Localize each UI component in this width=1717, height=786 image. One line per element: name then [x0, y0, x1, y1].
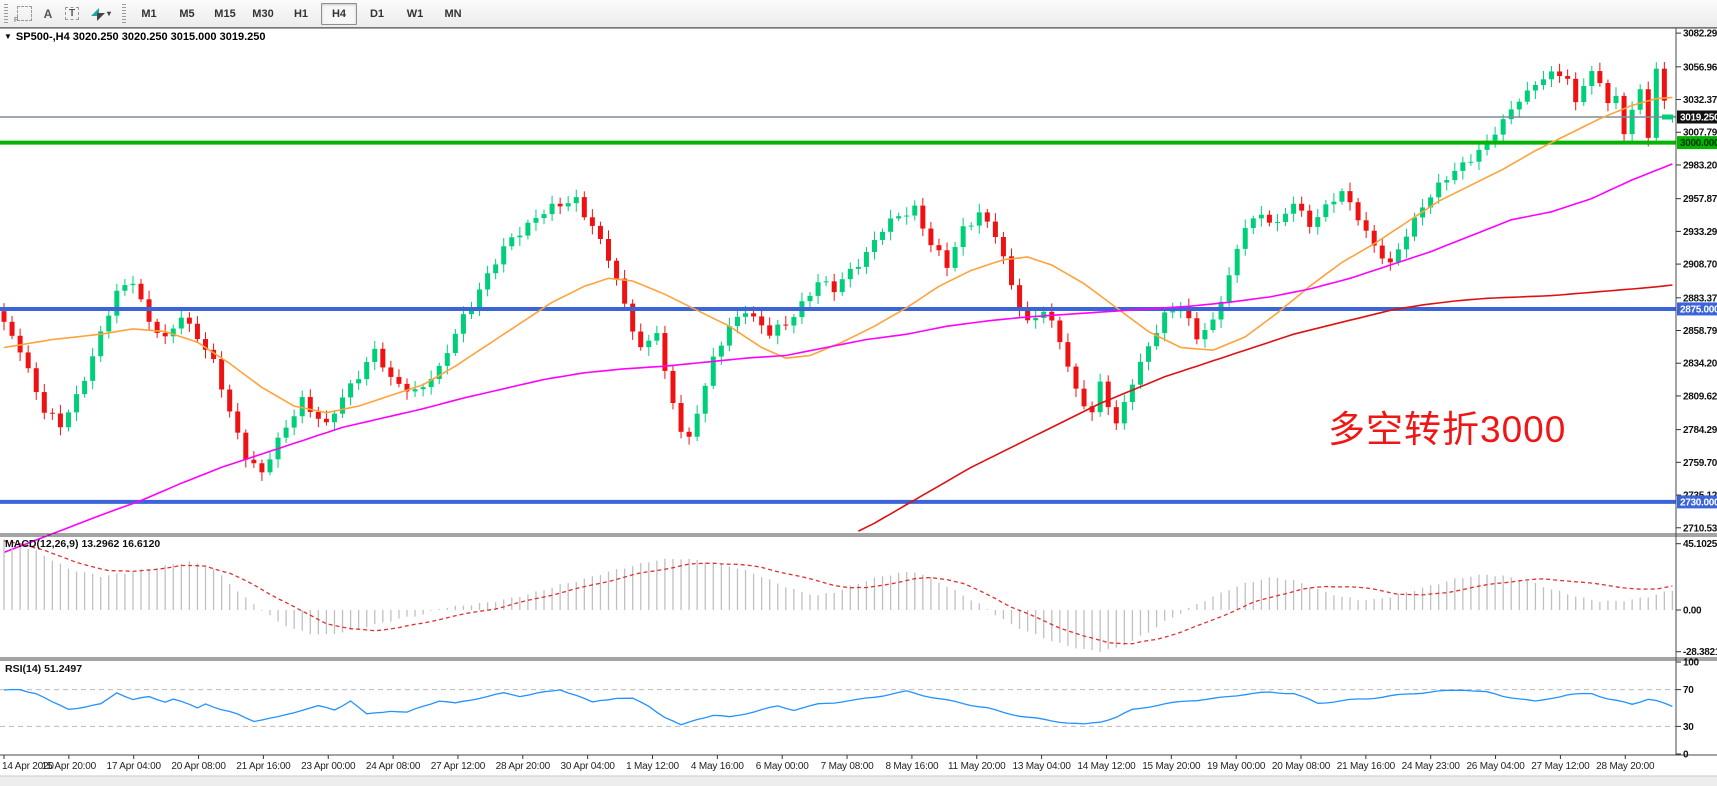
svg-text:14 May 12:00: 14 May 12:00	[1077, 761, 1136, 772]
macd-signal-line	[3, 540, 1673, 645]
svg-text:2933.290: 2933.290	[1683, 227, 1717, 238]
svg-text:15 May 20:00: 15 May 20:00	[1142, 761, 1201, 772]
svg-text:15 Apr 20:00: 15 Apr 20:00	[42, 761, 97, 772]
svg-text:3082.290: 3082.290	[1683, 29, 1717, 40]
svg-text:2908.705: 2908.705	[1683, 260, 1717, 271]
grid-icon	[16, 6, 32, 21]
window-bottom-strip	[0, 776, 1717, 786]
rsi-pane	[0, 688, 1676, 727]
svg-text:7 May 08:00: 7 May 08:00	[821, 761, 874, 772]
svg-text:2759.705: 2759.705	[1683, 458, 1717, 469]
svg-text:2983.205: 2983.205	[1683, 160, 1717, 171]
svg-text:28 Apr 20:00: 28 Apr 20:00	[496, 761, 551, 772]
svg-text:3019.250: 3019.250	[1680, 113, 1717, 124]
text-label-icon[interactable]: A	[36, 3, 60, 25]
symbol-ohlc-readout[interactable]: ▼ SP500-,H4 3020.250 3020.250 3015.000 30…	[4, 31, 265, 43]
svg-text:28 May 20:00: 28 May 20:00	[1596, 761, 1655, 772]
macd-indicator-label: MACD(12,26,9) 13.2962 16.6120	[5, 538, 161, 550]
svg-text:2875.000: 2875.000	[1680, 304, 1717, 315]
toolbar-grip[interactable]	[4, 3, 8, 24]
svg-text:0.00: 0.00	[1683, 606, 1702, 617]
svg-text:8 May 16:00: 8 May 16:00	[885, 761, 938, 772]
ma-slow-line	[858, 284, 1673, 532]
svg-text:2834.205: 2834.205	[1683, 359, 1717, 370]
svg-text:14 Apr 2020: 14 Apr 2020	[2, 761, 54, 772]
ma-fast-line	[3, 96, 1673, 414]
timeframe-m30[interactable]: M30	[252, 7, 274, 20]
svg-text:70: 70	[1683, 685, 1694, 696]
svg-text:24 May 23:00: 24 May 23:00	[1402, 761, 1461, 772]
svg-text:1 May 12:00: 1 May 12:00	[626, 761, 679, 772]
chart-text-annotation[interactable]: 多空转折3000	[1328, 409, 1567, 450]
svg-text:2883.375: 2883.375	[1683, 293, 1717, 304]
svg-text:23 Apr 00:00: 23 Apr 00:00	[301, 761, 356, 772]
arrow-objects-icon[interactable]: ▾	[84, 3, 118, 25]
svg-text:30 Apr 04:00: 30 Apr 04:00	[560, 761, 615, 772]
svg-text:4 May 16:00: 4 May 16:00	[691, 761, 744, 772]
svg-text:3032.375: 3032.375	[1683, 95, 1717, 106]
svg-text:17 Apr 04:00: 17 Apr 04:00	[107, 761, 162, 772]
svg-text:2710.535: 2710.535	[1683, 523, 1717, 534]
svg-text:2784.290: 2784.290	[1683, 425, 1717, 436]
svg-text:45.1025: 45.1025	[1683, 539, 1717, 550]
svg-text:26 May 04:00: 26 May 04:00	[1466, 761, 1525, 772]
last-price-marker	[1662, 114, 1673, 120]
svg-text:27 Apr 12:00: 27 Apr 12:00	[431, 761, 486, 772]
symbol-ohlc-text: SP500-,H4 3020.250 3020.250 3015.000 301…	[15, 31, 266, 43]
svg-text:30: 30	[1683, 722, 1694, 733]
timeframe-h1[interactable]: H1	[293, 7, 309, 20]
svg-text:2858.790: 2858.790	[1683, 326, 1717, 337]
svg-text:21 May 16:00: 21 May 16:00	[1337, 761, 1396, 772]
timeframe-m5[interactable]: M5	[179, 7, 195, 20]
rsi-line	[3, 688, 1673, 726]
svg-text:19 May 00:00: 19 May 00:00	[1207, 761, 1266, 772]
rsi-indicator-label: RSI(14) 51.2497	[5, 663, 83, 675]
price-badge-green-hline: 3000.000	[1677, 136, 1717, 150]
svg-text:3000.000: 3000.000	[1680, 138, 1717, 149]
svg-text:-28.3821: -28.3821	[1683, 647, 1717, 658]
chart-canvas[interactable]: 3082.290 3056.960 3032.375 3007.790 2983.205…	[0, 28, 1717, 786]
svg-text:2809.620: 2809.620	[1683, 391, 1717, 402]
toolbar-grip[interactable]	[122, 3, 126, 24]
timeframe-mn[interactable]: MN	[444, 7, 462, 20]
timeframe-h4[interactable]: H4	[321, 2, 357, 25]
svg-text:6 May 00:00: 6 May 00:00	[756, 761, 809, 772]
svg-text:100: 100	[1683, 658, 1700, 669]
svg-text:2957.875: 2957.875	[1683, 194, 1717, 205]
timeframe-m1[interactable]: M1	[141, 7, 157, 20]
price-axis[interactable]: 3082.290 3056.960 3032.375 3007.790 2983.205…	[1676, 29, 1717, 761]
svg-text:20 Apr 08:00: 20 Apr 08:00	[171, 761, 226, 772]
timeframe-button-group: M1 M5 M15 M30 H1 H4 D1 W1 MN	[130, 2, 472, 25]
text-box-icon[interactable]: T	[60, 3, 84, 25]
svg-text:27 May 12:00: 27 May 12:00	[1531, 761, 1590, 772]
icon-letter: F	[14, 16, 19, 24]
dropdown-caret-icon: ▾	[106, 9, 111, 18]
timeframe-w1[interactable]: W1	[406, 7, 424, 20]
macd-pane	[3, 539, 1674, 653]
svg-text:24 Apr 08:00: 24 Apr 08:00	[366, 761, 421, 772]
ma-mid-line	[3, 163, 1673, 554]
icon-letter: T	[64, 7, 80, 20]
arrows-glyph-icon	[90, 7, 105, 21]
svg-text:3007.790: 3007.790	[1683, 128, 1717, 139]
chart-autoscroll-icon[interactable]: F	[12, 3, 36, 25]
svg-text:11 May 20:00: 11 May 20:00	[948, 761, 1006, 772]
svg-text:21 Apr 16:00: 21 Apr 16:00	[236, 761, 291, 772]
svg-text:0: 0	[1683, 750, 1689, 761]
candles-layer	[1, 61, 1675, 481]
svg-text:13 May 04:00: 13 May 04:00	[1012, 761, 1071, 772]
collapse-triangle-icon[interactable]: ▼	[4, 32, 12, 41]
svg-text:3056.960: 3056.960	[1683, 62, 1717, 73]
timeframe-d1[interactable]: D1	[369, 7, 385, 20]
svg-text:2730.000: 2730.000	[1680, 497, 1717, 508]
price-badge-blue-hline-upper: 2875.000	[1677, 302, 1717, 316]
price-badge-blue-hline-lower: 2730.000	[1677, 495, 1717, 509]
timeframe-m15[interactable]: M15	[214, 7, 236, 20]
icon-letter: A	[43, 6, 53, 21]
price-badge-last-price: 3019.250	[1677, 110, 1717, 124]
svg-text:20 May 08:00: 20 May 08:00	[1272, 761, 1331, 772]
toolbar: F A T ▾ M1 M5 M15 M30 H1 H4 D1 W1 MN	[0, 0, 1717, 28]
